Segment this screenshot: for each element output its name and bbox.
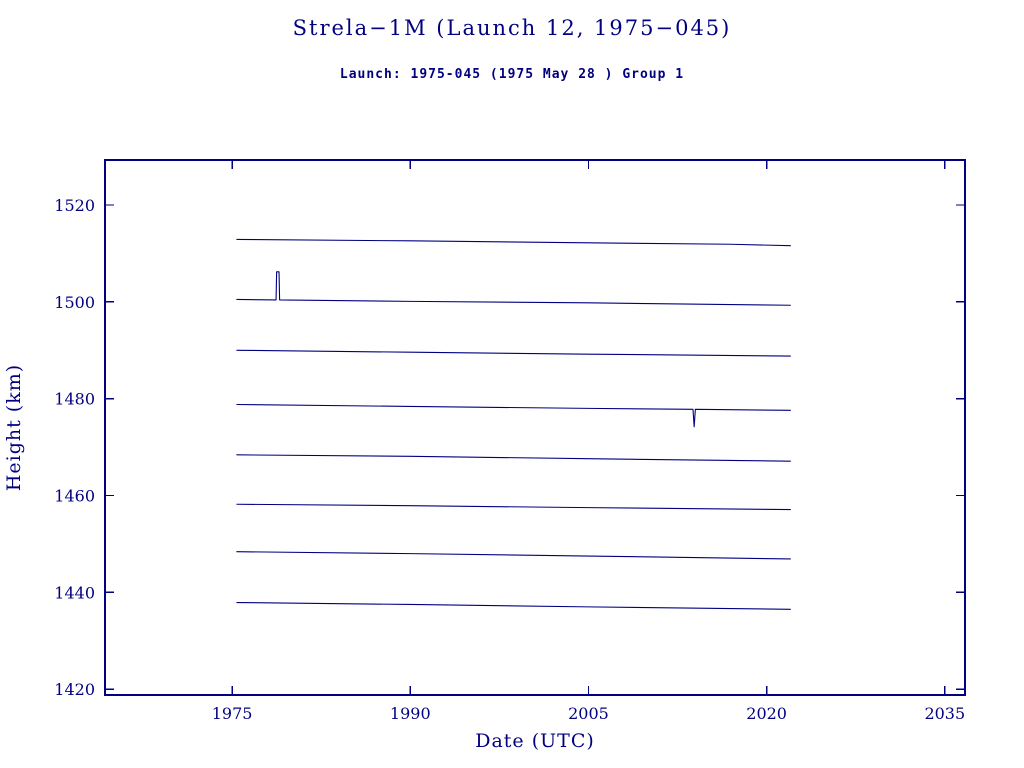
x-tick-label: 1990 xyxy=(390,704,431,723)
series-line-2 xyxy=(236,271,791,306)
y-tick-label: 1440 xyxy=(54,583,95,602)
y-axis-label: Height (km) xyxy=(3,364,25,491)
series-line-7 xyxy=(236,551,791,560)
series-line-8 xyxy=(236,601,791,610)
series-line-1 xyxy=(236,238,791,247)
chart-subtitle: Launch: 1975-045 (1975 May 28 ) Group 1 xyxy=(339,67,685,82)
x-tick-label: 1975 xyxy=(212,704,253,723)
x-tick-label: 2005 xyxy=(568,704,609,723)
y-tick-label: 1520 xyxy=(54,196,95,215)
y-tick-label: 1480 xyxy=(54,390,95,409)
chart-title: Strela−1M (Launch 12, 1975−045) xyxy=(292,16,732,40)
axis-box xyxy=(104,159,966,696)
x-axis-label: Date (UTC) xyxy=(475,730,595,752)
y-tick-label: 1500 xyxy=(54,293,95,312)
y-tick-label: 1460 xyxy=(54,487,95,506)
series-line-4 xyxy=(236,403,791,428)
series-line-3 xyxy=(236,349,791,357)
x-tick-label: 2035 xyxy=(924,704,965,723)
series-line-5 xyxy=(236,454,791,462)
x-tick-label: 2020 xyxy=(746,704,787,723)
y-tick-label: 1420 xyxy=(54,680,95,699)
series-line-6 xyxy=(236,503,791,511)
